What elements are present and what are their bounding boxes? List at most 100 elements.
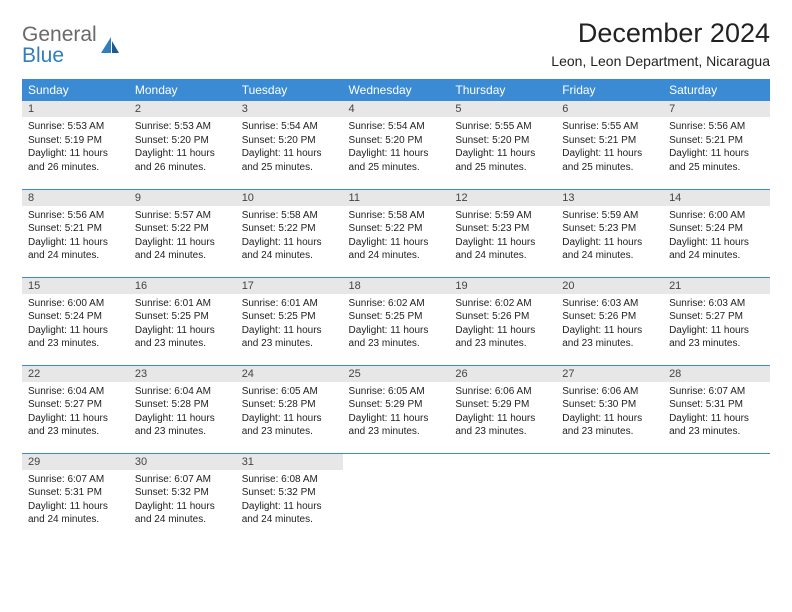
calendar-day-cell: 2Sunrise: 5:53 AMSunset: 5:20 PMDaylight… — [129, 101, 236, 189]
sunrise-text: Sunrise: 6:05 AM — [242, 385, 337, 399]
calendar-page: General Blue December 2024 Leon, Leon De… — [0, 0, 792, 559]
calendar-day-cell: 5Sunrise: 5:55 AMSunset: 5:20 PMDaylight… — [449, 101, 556, 189]
sunrise-text: Sunrise: 5:56 AM — [28, 209, 123, 223]
day-details: Sunrise: 6:07 AMSunset: 5:32 PMDaylight:… — [129, 470, 236, 533]
day-number: 21 — [663, 278, 770, 294]
calendar-day-cell: 30Sunrise: 6:07 AMSunset: 5:32 PMDayligh… — [129, 453, 236, 541]
day-number: 18 — [343, 278, 450, 294]
sunset-text: Sunset: 5:22 PM — [349, 222, 444, 236]
sunset-text: Sunset: 5:26 PM — [562, 310, 657, 324]
sunrise-text: Sunrise: 6:00 AM — [28, 297, 123, 311]
sunrise-text: Sunrise: 6:06 AM — [562, 385, 657, 399]
daylight-text: Daylight: 11 hours and 23 minutes. — [28, 324, 123, 351]
day-details: Sunrise: 6:08 AMSunset: 5:32 PMDaylight:… — [236, 470, 343, 533]
daylight-text: Daylight: 11 hours and 25 minutes. — [349, 147, 444, 174]
calendar-day-cell: 13 Sunrise: 5:59 AMSunset: 5:23 PMDayligh… — [556, 189, 663, 277]
sunrise-text: Sunrise: 6:02 AM — [455, 297, 550, 311]
day-details: Sunrise: 5:59 AMSunset: 5:23 PMDaylight:… — [449, 206, 556, 269]
page-title: December 2024 — [551, 18, 770, 49]
day-details: Sunrise: 6:01 AMSunset: 5:25 PMDaylight:… — [236, 294, 343, 357]
sunrise-text: Sunrise: 6:01 AM — [135, 297, 230, 311]
sunset-text: Sunset: 5:29 PM — [349, 398, 444, 412]
weekday-header: Monday — [129, 79, 236, 101]
daylight-text: Daylight: 11 hours and 24 minutes. — [562, 236, 657, 263]
day-details: Sunrise: 6:05 AMSunset: 5:28 PMDaylight:… — [236, 382, 343, 445]
calendar-day-cell: 20Sunrise: 6:03 AMSunset: 5:26 PMDayligh… — [556, 277, 663, 365]
day-number: 2 — [129, 101, 236, 117]
calendar-table: Sunday Monday Tuesday Wednesday Thursday… — [22, 79, 770, 541]
sunrise-text: Sunrise: 6:06 AM — [455, 385, 550, 399]
day-details: Sunrise: 6:00 AMSunset: 5:24 PMDaylight:… — [22, 294, 129, 357]
daylight-text: Daylight: 11 hours and 25 minutes. — [455, 147, 550, 174]
daylight-text: Daylight: 11 hours and 23 minutes. — [135, 324, 230, 351]
day-number: 17 — [236, 278, 343, 294]
sunset-text: Sunset: 5:22 PM — [135, 222, 230, 236]
calendar-day-cell: 14Sunrise: 6:00 AMSunset: 5:24 PMDayligh… — [663, 189, 770, 277]
sunset-text: Sunset: 5:22 PM — [242, 222, 337, 236]
sunset-text: Sunset: 5:24 PM — [28, 310, 123, 324]
sunset-text: Sunset: 5:32 PM — [242, 486, 337, 500]
day-number: 11 — [343, 190, 450, 206]
calendar-day-cell: 1Sunrise: 5:53 AMSunset: 5:19 PMDaylight… — [22, 101, 129, 189]
day-details: Sunrise: 5:53 AMSunset: 5:20 PMDaylight:… — [129, 117, 236, 180]
sunset-text: Sunset: 5:29 PM — [455, 398, 550, 412]
day-details: Sunrise: 5:54 AMSunset: 5:20 PMDaylight:… — [236, 117, 343, 180]
calendar-day-cell: 12Sunrise: 5:59 AMSunset: 5:23 PMDayligh… — [449, 189, 556, 277]
weekday-header: Wednesday — [343, 79, 450, 101]
day-number: 6 — [556, 101, 663, 117]
sunset-text: Sunset: 5:32 PM — [135, 486, 230, 500]
calendar-day-cell: 4Sunrise: 5:54 AMSunset: 5:20 PMDaylight… — [343, 101, 450, 189]
sunrise-text: Sunrise: 5:55 AM — [455, 120, 550, 134]
sunset-text: Sunset: 5:20 PM — [242, 134, 337, 148]
daylight-text: Daylight: 11 hours and 25 minutes. — [562, 147, 657, 174]
calendar-day-cell: 16Sunrise: 6:01 AMSunset: 5:25 PMDayligh… — [129, 277, 236, 365]
day-details: Sunrise: 5:58 AMSunset: 5:22 PMDaylight:… — [236, 206, 343, 269]
sunset-text: Sunset: 5:20 PM — [135, 134, 230, 148]
calendar-day-cell: 24Sunrise: 6:05 AMSunset: 5:28 PMDayligh… — [236, 365, 343, 453]
day-details: Sunrise: 5:53 AMSunset: 5:19 PMDaylight:… — [22, 117, 129, 180]
daylight-text: Daylight: 11 hours and 23 minutes. — [349, 412, 444, 439]
day-number: 1 — [22, 101, 129, 117]
daylight-text: Daylight: 11 hours and 24 minutes. — [455, 236, 550, 263]
day-details: Sunrise: 6:04 AMSunset: 5:27 PMDaylight:… — [22, 382, 129, 445]
sunrise-text: Sunrise: 5:59 AM — [562, 209, 657, 223]
calendar-week-row: 29Sunrise: 6:07 AMSunset: 5:31 PMDayligh… — [22, 453, 770, 541]
sunset-text: Sunset: 5:21 PM — [669, 134, 764, 148]
sunrise-text: Sunrise: 5:54 AM — [242, 120, 337, 134]
sunset-text: Sunset: 5:19 PM — [28, 134, 123, 148]
calendar-week-row: 8Sunrise: 5:56 AMSunset: 5:21 PMDaylight… — [22, 189, 770, 277]
weekday-header: Friday — [556, 79, 663, 101]
daylight-text: Daylight: 11 hours and 23 minutes. — [349, 324, 444, 351]
day-number: 15 — [22, 278, 129, 294]
sunset-text: Sunset: 5:23 PM — [562, 222, 657, 236]
calendar-body: 1Sunrise: 5:53 AMSunset: 5:19 PMDaylight… — [22, 101, 770, 541]
day-number: 13 — [556, 190, 663, 206]
calendar-day-cell — [663, 453, 770, 541]
sunrise-text: Sunrise: 5:58 AM — [242, 209, 337, 223]
day-details: Sunrise: 5:57 AMSunset: 5:22 PMDaylight:… — [129, 206, 236, 269]
sunrise-text: Sunrise: 5:55 AM — [562, 120, 657, 134]
calendar-day-cell: 11Sunrise: 5:58 AMSunset: 5:22 PMDayligh… — [343, 189, 450, 277]
sunrise-text: Sunrise: 5:53 AM — [28, 120, 123, 134]
day-details: Sunrise: 6:03 AMSunset: 5:27 PMDaylight:… — [663, 294, 770, 357]
calendar-day-cell: 3Sunrise: 5:54 AMSunset: 5:20 PMDaylight… — [236, 101, 343, 189]
sunrise-text: Sunrise: 5:56 AM — [669, 120, 764, 134]
calendar-day-cell: 23Sunrise: 6:04 AMSunset: 5:28 PMDayligh… — [129, 365, 236, 453]
sunset-text: Sunset: 5:31 PM — [28, 486, 123, 500]
sunset-text: Sunset: 5:28 PM — [135, 398, 230, 412]
title-block: December 2024 Leon, Leon Department, Nic… — [551, 18, 770, 69]
weekday-header: Sunday — [22, 79, 129, 101]
brand-top: General — [22, 24, 97, 45]
daylight-text: Daylight: 11 hours and 23 minutes. — [242, 412, 337, 439]
brand-text: General Blue — [22, 24, 97, 66]
sunset-text: Sunset: 5:27 PM — [28, 398, 123, 412]
day-number: 14 — [663, 190, 770, 206]
calendar-day-cell: 21Sunrise: 6:03 AMSunset: 5:27 PMDayligh… — [663, 277, 770, 365]
day-details: Sunrise: 6:02 AMSunset: 5:25 PMDaylight:… — [343, 294, 450, 357]
weekday-header: Saturday — [663, 79, 770, 101]
daylight-text: Daylight: 11 hours and 24 minutes. — [28, 236, 123, 263]
daylight-text: Daylight: 11 hours and 23 minutes. — [455, 412, 550, 439]
calendar-head: Sunday Monday Tuesday Wednesday Thursday… — [22, 79, 770, 101]
brand-logo: General Blue — [22, 18, 121, 66]
calendar-day-cell: 29Sunrise: 6:07 AMSunset: 5:31 PMDayligh… — [22, 453, 129, 541]
